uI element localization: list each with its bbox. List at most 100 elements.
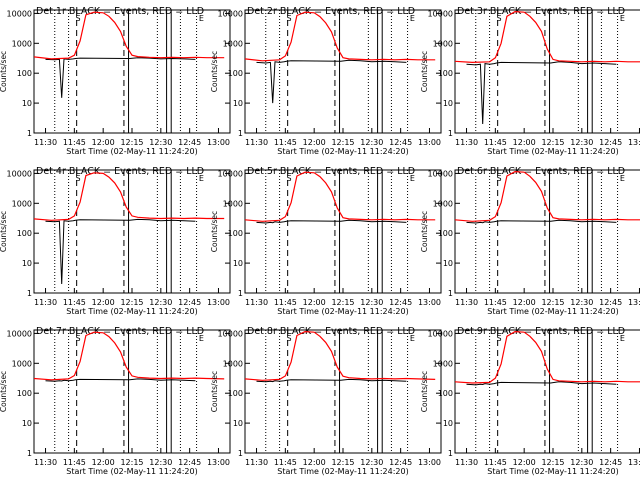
- time-marker-label: E: [410, 334, 415, 343]
- y-tick-label: 100: [438, 389, 453, 398]
- x-tick-label: 12:15: [331, 138, 354, 147]
- y-tick-label: 10: [233, 259, 243, 268]
- x-tick-label: 12:45: [178, 138, 201, 147]
- y-tick-label: 1000: [223, 199, 243, 208]
- plot-frame: [244, 169, 442, 294]
- x-tick-label: 13:00: [418, 458, 441, 467]
- x-tick-label: 11:30: [245, 298, 268, 307]
- panel-title: Det 5r BLACK = Events, RED = LLD: [247, 166, 415, 177]
- x-tick-label: 11:45: [484, 138, 507, 147]
- panel-title: Det 8r BLACK = Events, RED = LLD: [247, 326, 415, 337]
- x-tick-label: 13:00: [207, 458, 230, 467]
- x-tick-label: 12:00: [513, 458, 536, 467]
- panel-title: Det 2r BLACK = Events, RED = LLD: [247, 6, 415, 17]
- x-tick-label: 13:00: [418, 138, 441, 147]
- x-tick-label: 13:00: [628, 458, 640, 467]
- time-marker-label: E: [199, 14, 204, 23]
- y-axis-label: Counts/sec: [420, 51, 429, 92]
- panel-title: Det 6r BLACK = Events, RED = LLD: [457, 166, 625, 177]
- x-tick-label: 11:45: [484, 298, 507, 307]
- time-marker-label: E: [620, 14, 625, 23]
- y-tick-label: 10000: [428, 329, 453, 338]
- x-tick-label: 12:00: [92, 298, 115, 307]
- x-tick-label: 11:45: [274, 298, 297, 307]
- time-marker-label: E: [199, 174, 204, 183]
- events-series-line: [256, 378, 407, 383]
- events-series-line: [45, 218, 196, 285]
- lld-series-line: [34, 172, 225, 221]
- x-tick-label: 13:00: [628, 138, 640, 147]
- x-tick-label: 11:30: [455, 298, 478, 307]
- x-tick-label: 12:00: [513, 298, 536, 307]
- y-tick-label: 1000: [433, 199, 453, 208]
- x-tick-label: 12:00: [303, 458, 326, 467]
- y-tick-label: 100: [438, 69, 453, 78]
- y-tick-label: 10000: [218, 9, 243, 18]
- lld-series-line: [455, 330, 640, 384]
- x-axis-label: Start Time (02-May-11 11:24:20): [487, 147, 618, 156]
- lld-series-line: [245, 171, 436, 222]
- y-axis-label: Counts/sec: [420, 371, 429, 412]
- x-axis-label: Start Time (02-May-11 11:24:20): [277, 147, 408, 156]
- x-tick-label: 12:45: [178, 298, 201, 307]
- x-tick-label: 12:30: [149, 298, 172, 307]
- x-tick-label: 12:15: [120, 458, 143, 467]
- y-tick-label: 10: [443, 99, 453, 108]
- y-tick-label: 10: [443, 419, 453, 428]
- y-tick-label: 10: [22, 419, 32, 428]
- panel-title: Det 4r BLACK = Events, RED = LLD: [36, 166, 204, 177]
- plot-frame: [244, 329, 442, 454]
- x-tick-label: 11:45: [63, 138, 86, 147]
- x-tick-label: 12:00: [92, 138, 115, 147]
- y-tick-label: 100: [228, 229, 243, 238]
- lld-series-line: [245, 11, 436, 62]
- y-tick-label: 1000: [223, 39, 243, 48]
- y-tick-label: 10000: [428, 169, 453, 178]
- x-tick-label: 12:30: [570, 458, 593, 467]
- x-tick-label: 12:30: [149, 138, 172, 147]
- y-tick-label: 10000: [218, 329, 243, 338]
- x-tick-label: 11:30: [245, 138, 268, 147]
- y-tick-label: 10: [22, 259, 32, 268]
- lld-series-line: [455, 170, 640, 222]
- x-tick-label: 12:00: [513, 138, 536, 147]
- y-tick-label: 1: [238, 129, 243, 138]
- time-marker-label: E: [199, 334, 204, 343]
- x-tick-label: 11:30: [245, 458, 268, 467]
- x-tick-label: 11:30: [34, 458, 57, 467]
- time-marker-label: E: [410, 14, 415, 23]
- y-tick-label: 1000: [223, 359, 243, 368]
- panel-title: Det 7r BLACK = Events, RED = LLD: [36, 326, 204, 337]
- x-tick-label: 11:45: [63, 298, 86, 307]
- y-tick-label: 1000: [12, 199, 32, 208]
- y-tick-label: 10000: [7, 169, 32, 178]
- x-tick-label: 12:30: [360, 458, 383, 467]
- x-tick-label: 12:15: [541, 458, 564, 467]
- x-tick-label: 11:45: [484, 458, 507, 467]
- y-tick-label: 1: [448, 289, 453, 298]
- panel-title: Det 1r BLACK = Events, RED = LLD: [36, 6, 204, 17]
- lld-series-line: [455, 10, 640, 64]
- time-marker-label: S: [76, 334, 81, 343]
- x-tick-label: 12:30: [360, 138, 383, 147]
- y-tick-label: 10: [233, 419, 243, 428]
- plot-frame: [33, 329, 231, 454]
- lld-series-line: [34, 11, 225, 60]
- y-axis-label: Counts/sec: [0, 51, 8, 92]
- y-axis-label: Counts/sec: [420, 211, 429, 252]
- x-axis-label: Start Time (02-May-11 11:24:20): [66, 147, 197, 156]
- x-tick-label: 12:45: [599, 298, 622, 307]
- x-tick-label: 12:00: [92, 458, 115, 467]
- events-series-line: [466, 219, 617, 224]
- y-tick-label: 1: [238, 449, 243, 458]
- time-marker-label: S: [76, 14, 81, 23]
- x-tick-label: 12:45: [178, 458, 201, 467]
- x-tick-label: 11:30: [455, 138, 478, 147]
- x-axis-label: Start Time (02-May-11 11:24:20): [487, 467, 618, 476]
- y-tick-label: 1000: [433, 359, 453, 368]
- y-tick-label: 10000: [428, 9, 453, 18]
